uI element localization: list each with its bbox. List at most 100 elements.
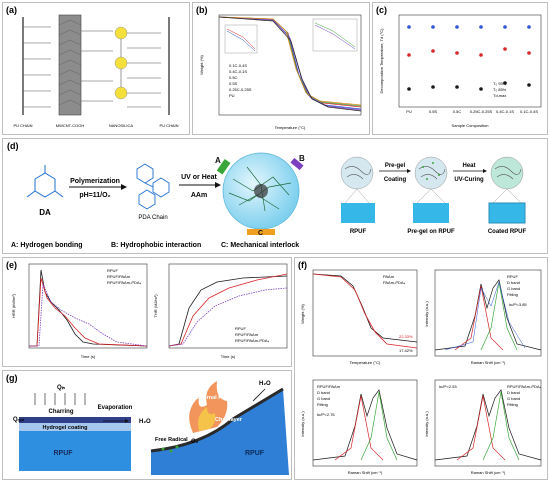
legend-r1-2: G band: [507, 286, 520, 291]
raman2-ratio: Iᴅ/Iᴳ=2.76: [317, 412, 335, 417]
legend-r3-3: Fitting: [507, 402, 518, 407]
pda-chain-label: PDA Chain: [138, 215, 167, 221]
c-point-t85: [527, 51, 531, 55]
coating-label: Coating: [384, 177, 407, 183]
pregel-label: Pre-gel: [385, 163, 406, 169]
legend-e2-0: RPUF: [235, 326, 246, 331]
panel-label-f: (f): [298, 260, 307, 270]
c-tick-4: 0.4C-0.1S: [496, 109, 514, 114]
da-molecule-icon: [26, 165, 64, 198]
c-point-t95: [431, 85, 435, 89]
uv-heat-label: UV or Heat: [181, 174, 217, 181]
c-point-t95: [407, 87, 411, 91]
f-raman3-xlabel: Raman Shift (cm⁻¹): [471, 470, 506, 475]
c-point-t85: [407, 53, 411, 57]
h2o-left-label: H₂O: [139, 419, 151, 425]
q-out-label: Qₒᵤₜ: [13, 417, 24, 423]
c-point-t95: [527, 83, 531, 87]
f-raman1-xlabel: Raman Shift (cm⁻¹): [471, 360, 506, 365]
c-point-tdmax: [503, 25, 507, 29]
panel-label-c: (c): [376, 5, 387, 15]
fire-test-charts: RPUF RPUF/PAAm RPUF/PAAm-PDA₄ Time (s) H…: [11, 263, 288, 359]
legend-b-4: 0.25C-0.25S: [229, 87, 252, 92]
legend-e1-2: RPUF/PAAm-PDA₄: [107, 280, 142, 285]
flame-mechanism: Qᵢₙ Charring Evaporation Hydrogel coatin…: [13, 381, 289, 475]
legend-r3-2: G band: [507, 396, 520, 401]
f-tga-xlabel: Temperature (°C): [350, 360, 381, 365]
c-tick-2: 0.5C: [453, 109, 462, 114]
panel-b: (b) 0.1C-0.4S 0.4C-0.1S 0.5C 0.5S 0.25C-…: [192, 2, 370, 135]
panel-e: (e) RPUF RPUF/PAAm RPUF/PAAm-PDA₄ Time (…: [2, 257, 292, 367]
pu-chain-left-label: PU CHAIN: [13, 123, 32, 128]
c-point-tdmax: [527, 25, 531, 29]
legend-r3-0: RPUF/PAAm-PDA₄: [507, 384, 542, 389]
hrr-ylabel: HRR (kW/m²): [11, 293, 16, 318]
legend-e2-2: RPUF/PAAm-PDA₄: [235, 338, 270, 343]
external-flame-label: External Flame: [195, 395, 234, 401]
residue-2: 17.42%: [399, 348, 413, 353]
flame-icon: [189, 381, 228, 433]
free-radical-label: Free Radical: [155, 437, 188, 443]
charring-label: Charring: [48, 409, 73, 415]
b-xlabel: Temperature (°C): [275, 125, 306, 130]
legend-r1-0: RPUF: [507, 274, 518, 279]
foam-label-rpuf: RPUF: [350, 229, 367, 235]
c-point-tdmax: [479, 25, 483, 29]
c-point-t85: [455, 51, 459, 55]
c-tick-1: 0.5S: [429, 109, 438, 114]
legend-e1-0: RPUF: [107, 268, 118, 273]
legend-c-0: T₀ 95%: [493, 81, 507, 86]
panel-g: (g) Qᵢₙ Charring Evaporation Hydrogel co…: [2, 370, 292, 480]
decomp-chart: T₀ 95% T₀ 85% Td,max PU 0.5S 0.5C 0.25C-…: [379, 14, 542, 128]
evaporation-label: Evaporation: [98, 405, 133, 411]
c-point-t85: [431, 49, 435, 53]
c-point-t85: [503, 47, 507, 51]
uv-curing-label: UV-Curing: [454, 177, 484, 183]
marker-a: A: [215, 156, 221, 165]
legend-r3-1: D band: [507, 390, 520, 395]
legend-c-2: Td,max: [493, 93, 506, 98]
legend-e1-1: RPUF/PAAm: [107, 274, 131, 279]
c-point-t95: [455, 85, 459, 89]
c-tick-5: 0.1C-0.4S: [520, 109, 538, 114]
c-point-t85: [479, 53, 483, 57]
legend-b-2: 0.5C: [229, 75, 238, 80]
panel-label-b: (b): [196, 5, 208, 15]
panel-a: (a) PU CHAIN MWCNT-CO: [2, 2, 190, 135]
b-ylabel: Weight (%): [199, 54, 204, 74]
f-raman2-ylabel: Intensity (a.u.): [300, 411, 305, 437]
pu-chain-right-label: PU CHAIN: [159, 123, 178, 128]
marker-c: C: [258, 230, 263, 237]
thr-ylabel: THR (MJ/m²): [153, 294, 158, 318]
nanosilica-label: NANOSILICA: [109, 123, 134, 128]
caption-b: B: Hydrophobic interaction: [111, 242, 201, 249]
legend-f-tga-1: PAAm-PDA₄: [383, 280, 406, 285]
f-raman1-ylabel: Intensity (a.u.): [424, 301, 429, 327]
h2o-right-label: H₂O: [259, 381, 271, 387]
synthesis-scheme: DA Polymerization pH=11/O₂ PDA Chain UV …: [11, 152, 526, 249]
legend-b-1: 0.4C-0.1S: [229, 69, 247, 74]
rpuf-right-label: RPUF: [245, 450, 265, 457]
c-point-t95: [503, 81, 507, 85]
thr-xlabel: Time (s): [221, 354, 236, 359]
aam-label: AAm: [191, 192, 207, 199]
foam-stage-rpuf: [340, 156, 375, 223]
raman3-ratio: Iᴅ/Iᴳ=2.53: [439, 384, 457, 389]
legend-b-0: 0.1C-0.4S: [229, 63, 247, 68]
panel-label-e: (e): [6, 260, 17, 270]
foam-stage-pregel: [413, 156, 449, 223]
legend-r2-1: D band: [317, 390, 330, 395]
foam-stage-coated: [488, 156, 526, 224]
legend-e2-1: RPUF/PAAm: [235, 332, 259, 337]
o2-label: O₂: [191, 439, 199, 445]
panel-d: (d) DA Polymerization pH=11/O₂ PDA Chain…: [2, 138, 548, 254]
legend-b-3: 0.5S: [229, 81, 238, 86]
c-tick-0: PU: [406, 109, 412, 114]
heat-label: Heat: [462, 163, 475, 169]
panel-label-g: (g): [6, 373, 18, 383]
c-xlabel: Sample Composition: [452, 123, 489, 128]
foam-label-pregel: Pre-gel on RPUF: [407, 229, 455, 235]
panel-c: (c) T₀ 95% T₀ 85% Td,max PU 0.5S 0.5C 0.…: [372, 2, 548, 135]
legend-f-tga-0: PAAm: [383, 274, 395, 279]
legend-r1-3: Fitting: [507, 292, 518, 297]
